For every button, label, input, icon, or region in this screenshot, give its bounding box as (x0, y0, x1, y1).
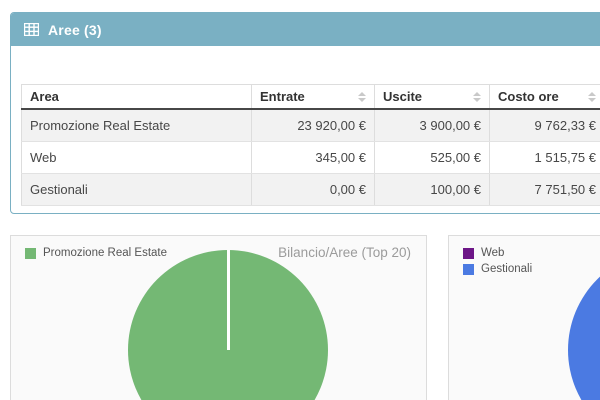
sort-icon (358, 91, 366, 102)
aree-panel-body: Area Entrate Uscite (11, 46, 600, 206)
aree-panel: Aree (3) Area Entrate (10, 12, 600, 214)
area-link[interactable]: Gestionali (21, 173, 252, 206)
column-label: Area (30, 89, 59, 104)
column-header-area: Area (21, 84, 252, 110)
table-header-row: Area Entrate Uscite (21, 84, 600, 110)
aree-panel-header: Aree (3) (11, 13, 600, 46)
pie-slice-border (226, 250, 230, 350)
bilancio-chart-panel: Promozione Real Estate Bilancio/Aree (To… (10, 235, 427, 400)
legend-swatch-icon (25, 247, 36, 259)
costo-ore-value: 9 762,33 € (489, 109, 600, 142)
chart-title: Bilancio/Aree (Top 20) (278, 245, 411, 260)
legend-label: Gestionali (481, 263, 533, 275)
legend-swatch-icon (463, 263, 474, 275)
column-header-uscite[interactable]: Uscite (374, 84, 490, 110)
uscite-value: 525,00 € (374, 141, 490, 174)
uscite-value: 100,00 € (374, 173, 490, 206)
legend-label: Promozione Real Estate (43, 247, 168, 259)
entrate-value: 23 920,00 € (251, 109, 375, 142)
legend-item-promozione-real-estate[interactable]: Promozione Real Estate (25, 247, 167, 259)
uscite-value: 3 900,00 € (374, 109, 490, 142)
chart-legend: Web Gestionali (463, 247, 532, 275)
column-header-entrate[interactable]: Entrate (251, 84, 375, 110)
aree-table: Area Entrate Uscite (21, 84, 600, 206)
right-chart-panel: Web Gestionali (448, 235, 600, 400)
costo-ore-value: 7 751,50 € (489, 173, 600, 206)
column-label: Entrate (260, 89, 305, 104)
area-link[interactable]: Web (21, 141, 252, 174)
table-row: Gestionali 0,00 € 100,00 € 7 751,50 € (21, 173, 600, 206)
table-row: Web 345,00 € 525,00 € 1 515,75 € (21, 141, 600, 174)
entrate-value: 345,00 € (251, 141, 375, 174)
column-label: Uscite (383, 89, 423, 104)
panel-title: Aree (3) (48, 21, 102, 38)
legend-label: Web (481, 247, 505, 259)
area-link[interactable]: Promozione Real Estate (21, 109, 252, 142)
sort-icon (473, 91, 481, 102)
column-label: Costo ore (498, 89, 559, 104)
bilancio-pie-chart[interactable] (128, 250, 328, 400)
entrate-value: 0,00 € (251, 173, 375, 206)
legend-item-gestionali[interactable]: Gestionali (463, 263, 532, 275)
sort-icon (588, 91, 596, 102)
legend-swatch-icon (463, 247, 474, 259)
column-header-costo-ore[interactable]: Costo ore (489, 84, 600, 110)
chart-legend: Promozione Real Estate (25, 247, 167, 259)
table-icon (24, 23, 39, 36)
right-pie-chart[interactable] (568, 250, 600, 400)
costo-ore-value: 1 515,75 € (489, 141, 600, 174)
legend-item-web[interactable]: Web (463, 247, 532, 259)
table-row: Promozione Real Estate 23 920,00 € 3 900… (21, 109, 600, 142)
